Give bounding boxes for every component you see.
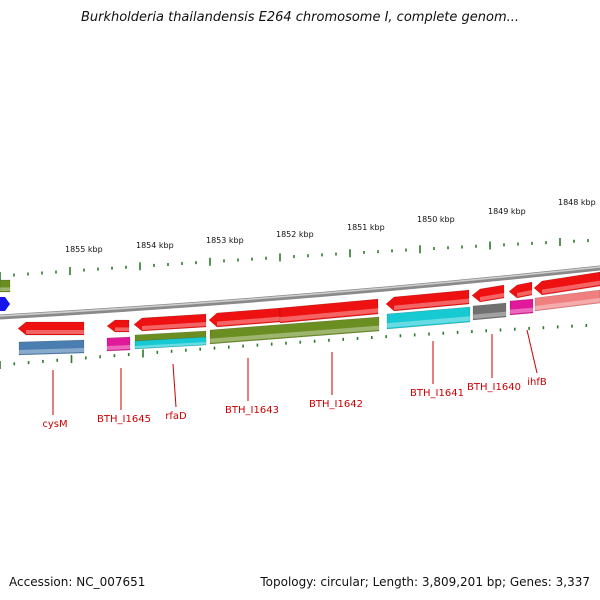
gene-shading <box>510 307 533 314</box>
chromosome-backbone-highlight <box>0 266 600 317</box>
gene-label[interactable]: BTH_I1645 <box>97 414 151 425</box>
gene-feature[interactable] <box>471 284 505 303</box>
gene-shading <box>135 341 206 349</box>
gene-shading <box>542 280 600 294</box>
gene-feature[interactable] <box>0 279 11 293</box>
gene-labels: cysM BTH_I1645 rfaD BTH_I1643 BTH_I1642 BTH_I… <box>42 377 547 430</box>
gene-shading <box>517 290 532 297</box>
gene-feature[interactable] <box>17 321 85 336</box>
gene-feature[interactable] <box>472 302 507 321</box>
gene-feature[interactable] <box>509 298 534 316</box>
gene-shading <box>473 311 506 319</box>
gene-feature[interactable] <box>18 339 85 356</box>
gene-shading <box>387 316 470 328</box>
gene-feature[interactable] <box>106 336 131 352</box>
kbp-label: 1855 kbp <box>65 245 103 254</box>
gene-feature[interactable] <box>508 281 533 299</box>
gene-shading <box>107 345 130 350</box>
gene-feature[interactable] <box>533 271 600 296</box>
gene-label[interactable]: BTH_I1643 <box>225 405 279 416</box>
gene-label[interactable]: BTH_I1641 <box>410 388 464 399</box>
kbp-label: 1851 kbp <box>347 223 385 232</box>
gene-shading <box>394 298 469 310</box>
gene-feature[interactable] <box>534 289 600 312</box>
leader-line <box>526 329 538 374</box>
gene-feature[interactable] <box>106 319 130 333</box>
gene-shading <box>26 330 84 334</box>
gene-label[interactable]: rfaD <box>165 411 187 422</box>
gene-shading <box>280 308 378 322</box>
gene-feature[interactable] <box>133 313 207 332</box>
gene-track <box>0 271 600 356</box>
gene-label[interactable]: BTH_I1640 <box>467 382 521 393</box>
inner-tick-marks <box>0 323 588 369</box>
kbp-label: 1852 kbp <box>276 230 314 239</box>
kbp-label: 1848 kbp <box>558 198 596 207</box>
gene-shading <box>480 293 504 301</box>
gene-feature[interactable] <box>209 316 380 345</box>
gene-shading <box>535 298 600 310</box>
topology-text: Topology: circular; Length: 3,809,201 bp… <box>260 575 590 589</box>
gene-feature[interactable] <box>0 297 10 311</box>
gene-shading <box>0 287 10 292</box>
gene-label[interactable]: ihfB <box>527 377 547 388</box>
gene-feature[interactable] <box>134 336 207 350</box>
outer-tick-marks <box>0 237 589 280</box>
kbp-label: 1850 kbp <box>417 215 455 224</box>
kbp-scale-labels: 1848 kbp 1849 kbp 1850 kbp 1851 kbp 1852 kbp… <box>65 198 596 254</box>
gene-shading <box>142 322 206 330</box>
accession-text: Accession: NC_007651 <box>9 575 146 589</box>
chromosome-backbone <box>0 265 600 320</box>
leader-line <box>172 363 177 408</box>
kbp-label: 1849 kbp <box>488 207 526 216</box>
gene-shading <box>19 348 84 354</box>
kbp-label: 1854 kbp <box>136 241 174 250</box>
gene-label[interactable]: cysM <box>42 419 67 430</box>
gene-feature[interactable] <box>279 298 379 324</box>
gene-shading <box>217 316 280 326</box>
gene-shading <box>210 325 379 343</box>
gene-feature[interactable] <box>386 306 471 330</box>
gene-shading <box>115 327 129 332</box>
gene-label[interactable]: BTH_I1642 <box>309 399 363 410</box>
label-leader-lines <box>52 329 538 415</box>
map-title: Burkholderia thailandensis E264 chromoso… <box>80 10 520 25</box>
gene-feature[interactable] <box>385 289 470 312</box>
kbp-label: 1853 kbp <box>206 236 244 245</box>
